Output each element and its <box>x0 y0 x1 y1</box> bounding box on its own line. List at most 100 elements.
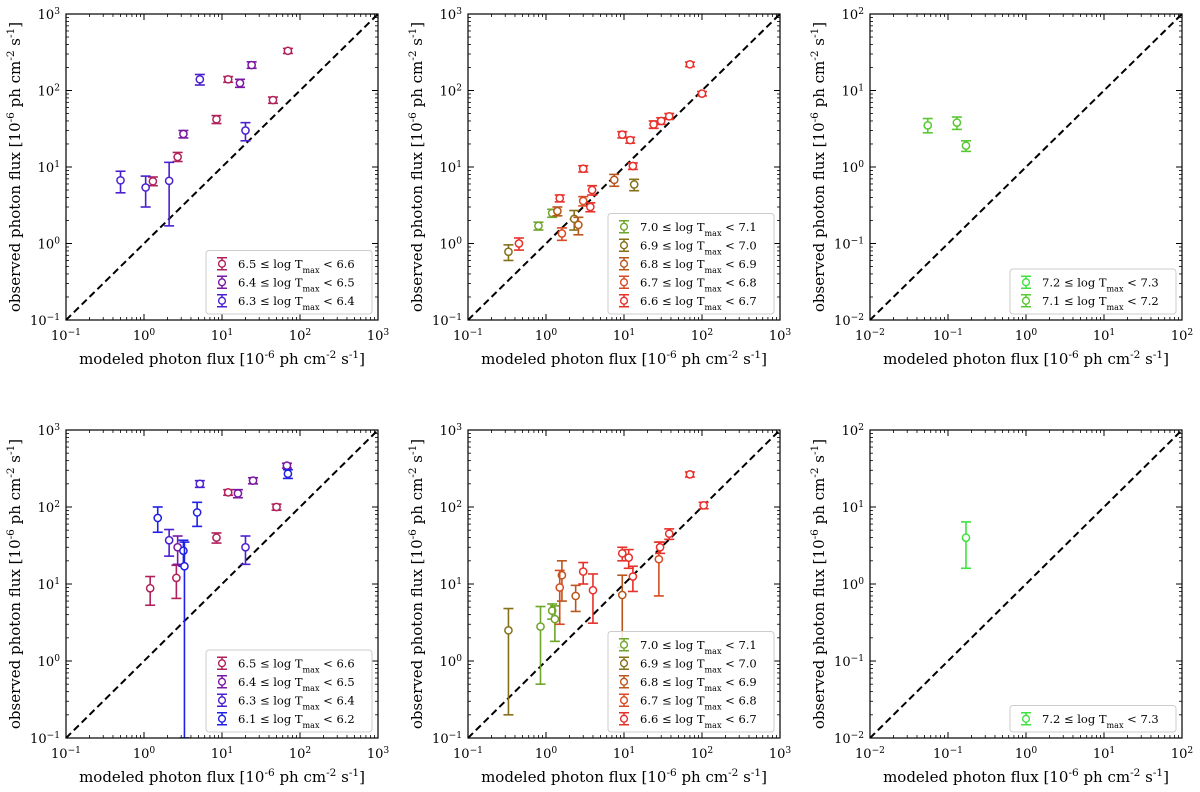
data-point[interactable] <box>684 59 695 69</box>
x-axis-label: modeled photon flux [10-6 ph cm-2 s-1] <box>883 767 1169 786</box>
x-tick-label: 10−1 <box>453 746 483 762</box>
data-point[interactable] <box>194 73 205 86</box>
data-point[interactable] <box>629 178 640 192</box>
data-point[interactable] <box>115 170 126 194</box>
data-point[interactable] <box>223 74 234 84</box>
data-point[interactable] <box>697 89 707 98</box>
data-point[interactable] <box>573 216 584 236</box>
data-point[interactable] <box>178 129 189 139</box>
point-marker <box>961 141 971 151</box>
data-point[interactable] <box>240 121 251 142</box>
data-layer <box>960 521 971 570</box>
legend-entry: 6.7 ≤ log Tmax < 6.8 <box>619 693 757 711</box>
data-point[interactable] <box>698 501 709 510</box>
y-axis-label: observed photon flux [10-6 ph cm-2 s-1] <box>407 439 426 729</box>
data-point[interactable] <box>587 573 598 624</box>
point-marker <box>685 59 695 69</box>
data-point[interactable] <box>922 117 933 134</box>
data-point[interactable] <box>248 476 259 485</box>
data-point[interactable] <box>627 161 638 171</box>
data-point[interactable] <box>570 584 581 613</box>
data-point[interactable] <box>625 135 636 145</box>
data-point[interactable] <box>145 575 156 607</box>
legend-box <box>205 649 373 733</box>
data-point[interactable] <box>585 202 596 213</box>
data-point[interactable] <box>578 195 589 207</box>
data-point[interactable] <box>960 521 971 570</box>
y-tick-label: 10−1 <box>432 313 462 329</box>
data-point[interactable] <box>549 605 560 643</box>
point-marker <box>685 470 695 479</box>
x-tick-label: 10−1 <box>51 746 81 762</box>
data-point[interactable] <box>556 560 567 602</box>
data-point[interactable] <box>617 130 628 139</box>
data-point[interactable] <box>609 173 620 188</box>
y-tick-label: 100 <box>440 237 463 253</box>
data-point[interactable] <box>684 470 695 479</box>
data-point[interactable] <box>960 140 971 153</box>
data-point[interactable] <box>554 193 565 203</box>
point-marker <box>578 164 588 174</box>
data-point[interactable] <box>655 541 666 555</box>
legend-label: 7.0 ≤ log Tmax < 7.1 <box>640 638 757 656</box>
data-point[interactable] <box>535 605 546 685</box>
legend-marker <box>217 677 227 686</box>
data-point[interactable] <box>164 161 175 227</box>
x-tick-label: 101 <box>1093 328 1115 344</box>
point-marker <box>514 239 524 248</box>
point-marker <box>961 533 971 542</box>
data-point[interactable] <box>194 479 205 489</box>
data-point[interactable] <box>172 151 183 163</box>
data-point[interactable] <box>211 532 222 544</box>
data-point[interactable] <box>282 468 293 480</box>
x-tick-label: 10−1 <box>933 328 963 344</box>
data-point[interactable] <box>587 184 598 196</box>
legend-entry: 6.7 ≤ log Tmax < 6.8 <box>619 275 757 293</box>
data-point[interactable] <box>240 535 251 566</box>
data-point[interactable] <box>140 175 151 208</box>
data-point[interactable] <box>578 561 589 585</box>
data-point[interactable] <box>623 548 634 570</box>
point-marker <box>699 501 709 510</box>
data-point[interactable] <box>171 564 182 600</box>
data-point[interactable] <box>246 60 257 70</box>
data-point[interactable] <box>664 528 675 541</box>
chart-panel-bottom-right: 10−2 10−1 100 101 10210−210−1100101102modele… <box>809 423 1193 786</box>
data-point[interactable] <box>234 78 245 89</box>
data-point[interactable] <box>179 541 190 738</box>
data-layer <box>115 46 293 227</box>
data-point[interactable] <box>232 488 243 499</box>
data-point[interactable] <box>267 95 278 105</box>
data-point[interactable] <box>617 546 628 562</box>
data-point[interactable] <box>164 528 175 557</box>
data-point[interactable] <box>281 461 292 470</box>
data-point[interactable] <box>147 176 158 187</box>
data-point[interactable] <box>951 116 962 131</box>
data-point[interactable] <box>533 221 544 231</box>
data-point[interactable] <box>627 565 638 593</box>
data-point[interactable] <box>578 164 589 174</box>
data-point[interactable] <box>152 506 163 534</box>
data-point[interactable] <box>513 237 524 251</box>
data-point[interactable] <box>664 111 675 121</box>
legend-label: 6.8 ≤ log Tmax < 6.9 <box>640 257 757 275</box>
data-point[interactable] <box>223 487 234 497</box>
point-marker <box>617 590 627 600</box>
legend-box <box>607 631 775 733</box>
x-tick-label: 101 <box>613 328 635 344</box>
legend-entry: 6.4 ≤ log Tmax < 6.5 <box>217 275 355 293</box>
data-point[interactable] <box>554 569 565 626</box>
x-axis-label: modeled photon flux [10-6 ph cm-2 s-1] <box>883 349 1169 368</box>
data-point[interactable] <box>211 114 222 125</box>
x-tick-label: 103 <box>769 746 792 762</box>
data-point[interactable] <box>282 46 293 56</box>
y-tick-label: 101 <box>842 84 864 100</box>
data-point[interactable] <box>656 116 667 126</box>
data-point[interactable] <box>192 501 203 528</box>
data-point[interactable] <box>556 227 567 242</box>
point-marker <box>617 549 627 558</box>
data-point[interactable] <box>503 607 514 716</box>
data-point[interactable] <box>552 206 563 217</box>
data-point[interactable] <box>271 502 282 512</box>
data-point[interactable] <box>503 244 514 262</box>
